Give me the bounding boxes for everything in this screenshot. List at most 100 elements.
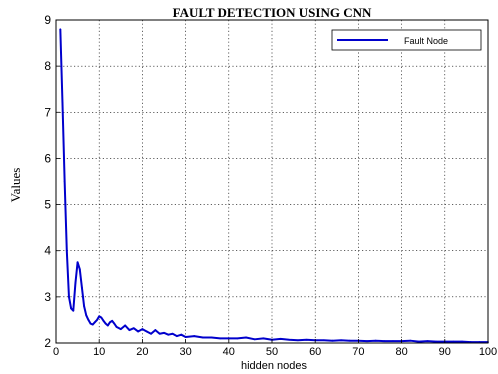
data-point bbox=[348, 339, 351, 342]
data-point bbox=[141, 328, 144, 331]
data-point bbox=[184, 336, 187, 338]
data-point bbox=[109, 321, 111, 324]
x-tick-label: 40 bbox=[223, 346, 235, 358]
data-point bbox=[93, 321, 96, 324]
data-point bbox=[59, 28, 62, 31]
data-point bbox=[137, 330, 139, 333]
x-tick-label: 100 bbox=[479, 346, 497, 358]
data-point bbox=[70, 307, 73, 310]
data-point bbox=[68, 295, 70, 298]
data-point bbox=[81, 286, 83, 289]
data-point bbox=[426, 340, 429, 343]
y-tick-label: 2 bbox=[44, 336, 51, 350]
y-tick-label: 9 bbox=[44, 13, 51, 27]
data-point bbox=[322, 339, 325, 342]
chart-title: FAULT DETECTION USING CNN bbox=[173, 5, 372, 20]
data-point bbox=[98, 315, 101, 318]
data-point bbox=[253, 338, 256, 341]
data-point bbox=[288, 338, 291, 341]
y-tick-label: 8 bbox=[44, 59, 51, 73]
data-point bbox=[61, 102, 64, 104]
data-point bbox=[366, 340, 368, 343]
data-point bbox=[72, 309, 75, 312]
data-point bbox=[297, 339, 299, 342]
data-point bbox=[100, 316, 103, 319]
grid bbox=[56, 20, 488, 343]
legend-label-fault-node: Fault Node bbox=[404, 36, 448, 46]
y-tick-label: 6 bbox=[44, 151, 51, 165]
data-point bbox=[245, 336, 247, 339]
data-point bbox=[76, 261, 79, 264]
data-point bbox=[163, 331, 165, 334]
data-point bbox=[262, 337, 265, 340]
x-tick-label: 50 bbox=[266, 346, 278, 358]
data-point bbox=[154, 329, 157, 331]
data-point bbox=[210, 336, 213, 339]
x-tick-label: 0 bbox=[53, 346, 59, 358]
data-point bbox=[279, 337, 282, 340]
data-point bbox=[452, 340, 455, 343]
data-point bbox=[435, 340, 438, 343]
data-point bbox=[383, 340, 386, 343]
data-point bbox=[180, 333, 183, 336]
x-tick-label: 20 bbox=[136, 346, 148, 358]
data-point bbox=[227, 337, 230, 340]
data-point bbox=[83, 305, 85, 307]
data-point bbox=[158, 332, 161, 335]
data-point bbox=[113, 322, 116, 325]
data-point bbox=[115, 325, 118, 328]
data-point bbox=[87, 319, 90, 321]
data-point bbox=[111, 319, 114, 322]
data-point bbox=[167, 333, 170, 336]
data-point bbox=[74, 282, 77, 284]
legend: Fault Node bbox=[331, 29, 482, 51]
data-point bbox=[145, 330, 148, 333]
data-point bbox=[150, 332, 152, 335]
data-point bbox=[417, 340, 420, 343]
data-point bbox=[106, 324, 109, 327]
data-point bbox=[119, 328, 122, 331]
data-point bbox=[91, 323, 94, 326]
legend-box bbox=[331, 29, 482, 51]
x-axis-label: hidden nodes bbox=[241, 360, 308, 372]
data-point bbox=[78, 268, 81, 271]
y-tick-label: 4 bbox=[44, 244, 51, 258]
data-point bbox=[96, 319, 98, 321]
data-point bbox=[104, 322, 107, 325]
x-tick-label: 80 bbox=[395, 346, 407, 358]
data-point bbox=[102, 319, 105, 322]
data-point bbox=[193, 335, 196, 337]
data-point bbox=[305, 338, 308, 341]
data-point bbox=[461, 340, 463, 343]
data-point bbox=[132, 327, 135, 330]
data-point bbox=[128, 329, 131, 331]
x-tick-label: 90 bbox=[439, 346, 451, 358]
data-point bbox=[89, 322, 92, 325]
data-point bbox=[63, 180, 66, 183]
data-point bbox=[392, 340, 394, 343]
data-point bbox=[171, 332, 174, 335]
data-point bbox=[65, 249, 68, 252]
data-point bbox=[331, 339, 334, 342]
data-point bbox=[219, 337, 222, 340]
data-point bbox=[374, 339, 377, 342]
data-point bbox=[340, 339, 343, 342]
y-tick-label: 3 bbox=[44, 290, 51, 304]
data-point bbox=[236, 337, 239, 340]
x-tick-label: 10 bbox=[93, 346, 105, 358]
y-axis-label: Values bbox=[8, 168, 23, 203]
data-point bbox=[409, 339, 412, 342]
data-point bbox=[85, 314, 88, 317]
data-point bbox=[176, 335, 178, 337]
y-tick-label: 5 bbox=[44, 198, 51, 212]
y-tick-label: 7 bbox=[44, 105, 51, 119]
data-point bbox=[124, 324, 127, 327]
ticks: 0 10 20 30 40 50 60 70 80 90 100 2 3 4 5 6 7 8 9 bbox=[44, 13, 497, 358]
x-tick-label: 60 bbox=[309, 346, 321, 358]
series-layer bbox=[59, 28, 489, 344]
x-tick-label: 30 bbox=[179, 346, 191, 358]
x-tick-label: 70 bbox=[352, 346, 364, 358]
data-point bbox=[201, 336, 204, 339]
